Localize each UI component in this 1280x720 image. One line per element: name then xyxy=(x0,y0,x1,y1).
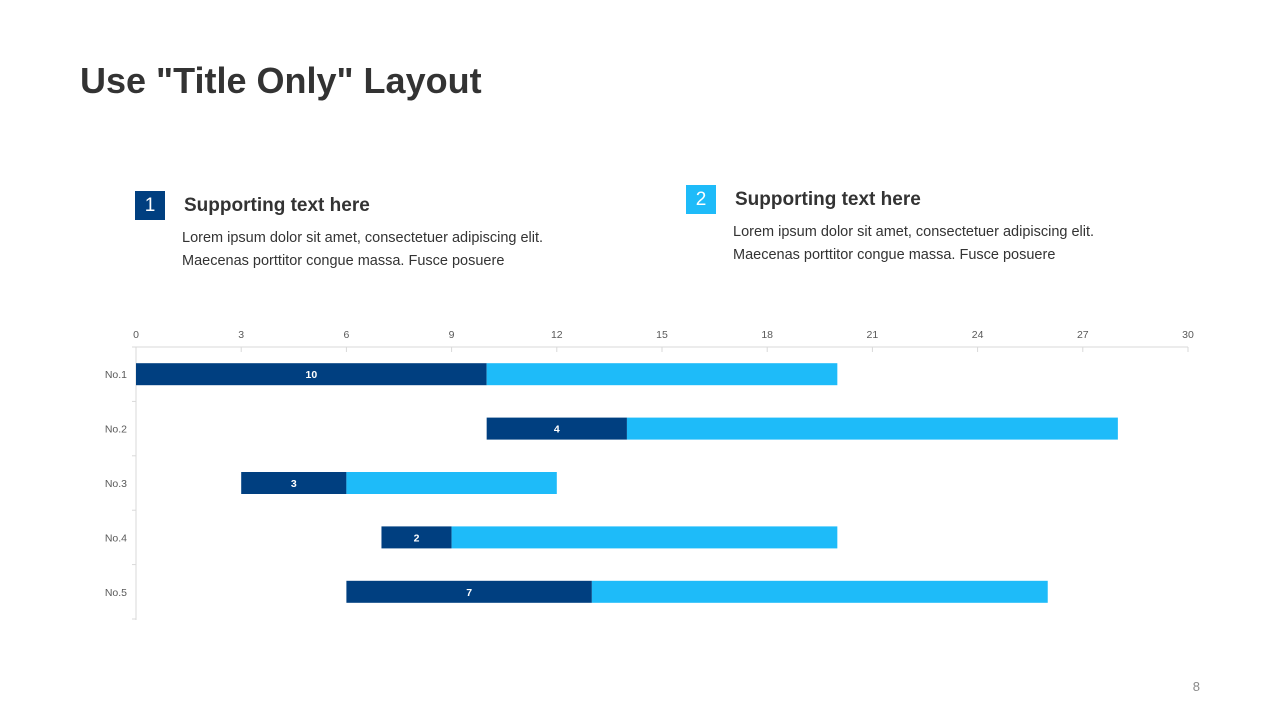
bar-segment xyxy=(346,580,592,603)
point-body-text: Lorem ipsum dolor sit amet, consectetuer… xyxy=(733,224,1095,263)
x-tick-label: 30 xyxy=(1182,329,1194,341)
x-tick-label: 12 xyxy=(551,329,563,341)
category-label: No.1 xyxy=(105,369,127,381)
x-tick-label: 18 xyxy=(761,329,773,341)
bar-segment xyxy=(626,417,1118,440)
bar-data-label: 7 xyxy=(466,587,472,599)
bar-segment xyxy=(486,417,627,440)
x-tick-label: 0 xyxy=(133,329,139,341)
category-label: No.2 xyxy=(105,424,127,436)
x-tick-label: 6 xyxy=(343,329,349,341)
x-tick-label: 21 xyxy=(867,329,879,341)
category-label: No.4 xyxy=(105,532,127,544)
point-number-badge: 1 xyxy=(135,191,165,220)
slide-title: Use "Title Only" Layout xyxy=(80,60,482,101)
bar-segment xyxy=(486,363,838,386)
page-number: 8 xyxy=(1192,679,1200,694)
point-number-badge: 2 xyxy=(686,185,716,214)
point-heading: Supporting text here xyxy=(735,189,921,210)
bar-data-label: 2 xyxy=(414,532,420,544)
x-tick-label: 27 xyxy=(1077,329,1089,341)
bar-data-label: 3 xyxy=(291,478,297,490)
category-label: No.5 xyxy=(105,587,127,599)
bar-segment xyxy=(381,526,452,549)
point-heading: Supporting text here xyxy=(184,195,370,216)
bar-segment xyxy=(241,472,347,494)
bar-segment xyxy=(591,580,1048,603)
bar-segment xyxy=(136,363,487,386)
bar-segment xyxy=(451,526,838,549)
category-label: No.3 xyxy=(105,478,127,490)
x-tick-label: 15 xyxy=(656,329,668,341)
point-body-text: Lorem ipsum dolor sit amet, consectetuer… xyxy=(182,230,544,269)
bar-segment xyxy=(346,472,557,494)
bar-data-label: 10 xyxy=(305,369,317,381)
x-tick-label: 24 xyxy=(972,329,984,341)
x-tick-label: 9 xyxy=(449,329,455,341)
bar-data-label: 4 xyxy=(554,424,560,436)
x-tick-label: 3 xyxy=(238,329,244,341)
